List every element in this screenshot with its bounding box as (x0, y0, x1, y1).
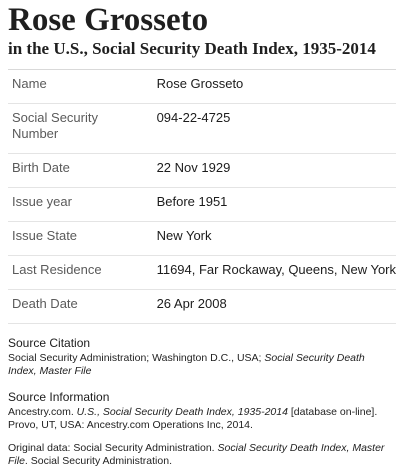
field-label: Issue year (12, 194, 72, 209)
source-citation-italic: Social Security Death Index, Master File (8, 352, 365, 377)
table-row-last-residence: Last Residence 11694, Far Rockaway, Quee… (8, 256, 396, 290)
table-row-name: Name Rose Grosseto (8, 70, 396, 104)
field-value: 11694, Far Rockaway, Queens, New York (156, 262, 396, 277)
source-information-line1-b: [database on-line]. Provo, UT, USA: Ance… (8, 406, 378, 431)
source-information-line1-a: Ancestry.com. (8, 406, 77, 418)
field-value: Before 1951 (156, 194, 228, 209)
field-label: Name (12, 76, 47, 91)
table-row-death-date: Death Date 26 Apr 2008 (8, 290, 396, 324)
field-value: 26 Apr 2008 (156, 296, 227, 311)
field-label: Birth Date (12, 160, 70, 175)
source-information-section: Source Information Ancestry.com. U.S., S… (8, 390, 396, 468)
table-row-issue-year: Issue year Before 1951 (8, 188, 396, 222)
field-value: New York (156, 228, 212, 243)
table-row-ssn: Social Security Number 094-22-4725 (8, 104, 396, 154)
table-row-issue-state: Issue State New York (8, 222, 396, 256)
source-information-line1-italic: U.S., Social Security Death Index, 1935-… (76, 406, 288, 418)
source-citation-plain: Social Security Administration; Washingt… (8, 352, 265, 364)
field-value: 094-22-4725 (156, 110, 231, 125)
original-data-b: . Social Security Administration. (24, 455, 172, 467)
field-value: 22 Nov 1929 (156, 160, 231, 175)
field-value: Rose Grosseto (156, 76, 244, 91)
field-label: Last Residence (12, 262, 102, 277)
original-data-a: Original data: Social Security Administr… (8, 442, 218, 454)
source-citation-heading: Source Citation (8, 336, 91, 350)
record-collection-subtitle: in the U.S., Social Security Death Index… (8, 39, 376, 58)
table-row-birth-date: Birth Date 22 Nov 1929 (8, 154, 396, 188)
record-title: Rose Grosseto (8, 2, 209, 38)
original-data-italic: Social Security Death Index, Master File (8, 442, 385, 467)
field-label: Death Date (12, 296, 78, 311)
field-label: Social Security Number (12, 110, 98, 141)
record-header: Rose Grosseto in the U.S., Social Securi… (8, 0, 396, 59)
source-citation-text: Social Security Administration; Washingt… (8, 352, 396, 378)
source-information-heading: Source Information (8, 390, 110, 404)
original-data-text: Original data: Social Security Administr… (8, 442, 396, 468)
source-citation-section: Source Citation Social Security Administ… (8, 336, 396, 378)
source-information-text: Ancestry.com. U.S., Social Security Deat… (8, 406, 396, 432)
record-details-table: Name Rose Grosseto Social Security Numbe… (8, 69, 396, 324)
field-label: Issue State (12, 228, 78, 243)
source-spacer (8, 432, 396, 442)
